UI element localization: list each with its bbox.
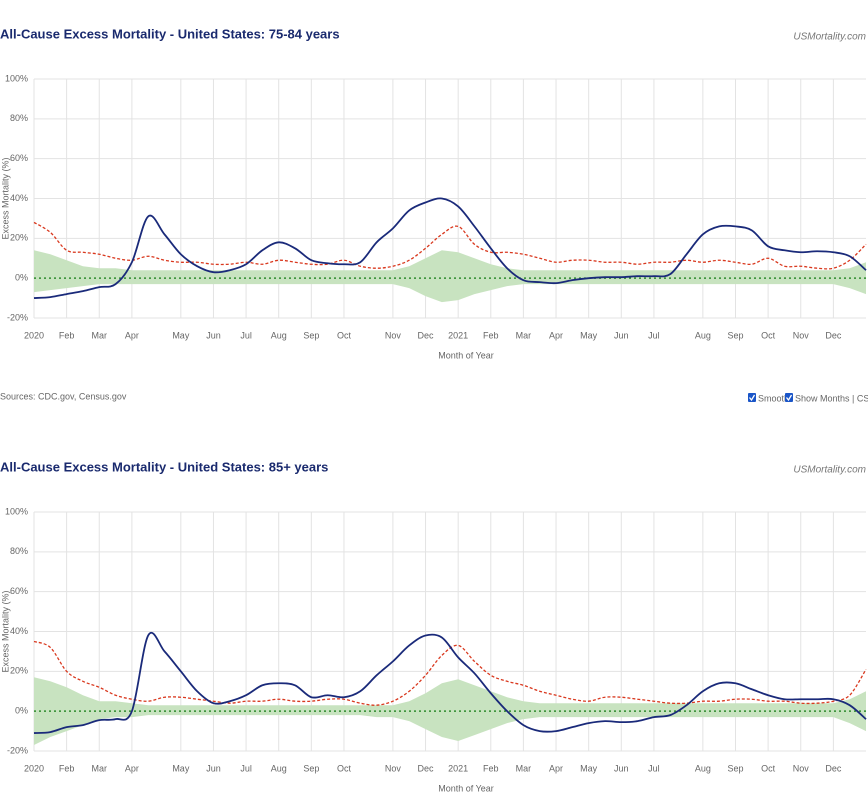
y-tick-label: 60%: [10, 153, 28, 163]
x-axis-label: Month of Year: [438, 783, 494, 793]
x-tick-label: Apr: [125, 763, 139, 773]
x-tick-label: Sep: [303, 330, 319, 340]
credit: USMortality.com: [793, 465, 866, 476]
y-tick-label: -20%: [7, 745, 28, 755]
check: [748, 394, 756, 402]
series-line: [33, 632, 867, 734]
x-tick-label: Apr: [549, 763, 563, 773]
x-tick-label: Mar: [92, 763, 108, 773]
x-tick-label: Oct: [337, 330, 352, 340]
x-tick-label: May: [172, 763, 190, 773]
x-tick-label: Nov: [385, 330, 402, 340]
y-tick-label: 100%: [5, 506, 28, 516]
y-tick-label: 20%: [10, 233, 28, 243]
check: [785, 394, 793, 402]
y-tick-label: 40%: [10, 193, 28, 203]
x-tick-label: Jun: [206, 330, 221, 340]
series-line: [33, 640, 867, 706]
control[interactable]: Show Months | CSV | ▲: [785, 393, 868, 403]
y-tick-label: 80%: [10, 546, 28, 556]
x-tick-label: Sep: [303, 763, 319, 773]
x-tick-label: Oct: [761, 330, 776, 340]
series-line: [33, 197, 867, 299]
x-tick-label: 2020: [24, 330, 44, 340]
y-tick-label: 80%: [10, 113, 28, 123]
x-tick-label: Jul: [240, 763, 252, 773]
x-tick-label: May: [580, 763, 598, 773]
baseline-band: [34, 250, 866, 303]
x-tick-label: Jul: [648, 330, 660, 340]
y-tick-label: 40%: [10, 626, 28, 636]
x-tick-label: Feb: [59, 330, 75, 340]
x-tick-label: Oct: [761, 763, 776, 773]
y-tick-label: 0%: [15, 273, 28, 283]
x-tick-label: Nov: [793, 330, 810, 340]
x-tick-label: 2021: [448, 330, 468, 340]
x-tick-label: Aug: [271, 330, 287, 340]
x-axis-label: Month of Year: [438, 350, 494, 360]
y-axis-label: Excess Mortality (%): [0, 157, 10, 239]
x-tick-label: Dec: [825, 330, 842, 340]
x-tick-label: Aug: [271, 763, 287, 773]
x-tick-label: Oct: [337, 763, 352, 773]
x-tick-label: Feb: [483, 763, 499, 773]
x-tick-label: 2021: [448, 763, 468, 773]
series-line: [33, 221, 867, 270]
x-tick-label: May: [172, 330, 190, 340]
x-tick-label: Nov: [793, 763, 810, 773]
y-tick-label: 0%: [15, 706, 28, 716]
x-tick-label: Feb: [483, 330, 499, 340]
y-tick-label: 20%: [10, 666, 28, 676]
x-tick-label: Mar: [516, 763, 532, 773]
checkbox[interactable]: [785, 393, 793, 402]
x-tick-label: Aug: [695, 763, 711, 773]
x-tick-label: Dec: [418, 330, 435, 340]
chart-title: All-Cause Excess Mortality - United Stat…: [0, 26, 340, 41]
control-label[interactable]: Smooth: [758, 393, 789, 403]
x-tick-label: Feb: [59, 763, 75, 773]
source: Sources: CDC.gov, Census.gov: [0, 391, 127, 401]
y-axis-label: Excess Mortality (%): [0, 590, 10, 672]
y-tick-label: -20%: [7, 312, 28, 322]
x-tick-label: Jul: [240, 330, 252, 340]
x-tick-label: 2020: [24, 763, 44, 773]
x-tick-label: Dec: [418, 763, 435, 773]
y-tick-label: 60%: [10, 586, 28, 596]
control[interactable]: Smooth: [748, 393, 789, 403]
control-label[interactable]: Show Months | CSV | ▲: [795, 393, 868, 403]
x-tick-label: Jun: [614, 763, 629, 773]
x-tick-label: Apr: [125, 330, 139, 340]
x-tick-label: Aug: [695, 330, 711, 340]
x-tick-label: Jun: [206, 763, 221, 773]
y-tick-label: 100%: [5, 73, 28, 83]
x-tick-label: Mar: [92, 330, 108, 340]
x-tick-label: Jun: [614, 330, 629, 340]
credit: USMortality.com: [793, 32, 866, 43]
x-tick-label: Mar: [516, 330, 532, 340]
x-tick-label: Sep: [727, 330, 743, 340]
x-tick-label: May: [580, 330, 598, 340]
x-tick-label: Sep: [727, 763, 743, 773]
x-tick-label: Nov: [385, 763, 402, 773]
x-tick-label: Jul: [648, 763, 660, 773]
chart-title: All-Cause Excess Mortality - United Stat…: [0, 459, 328, 474]
x-tick-label: Apr: [549, 330, 563, 340]
x-tick-label: Dec: [825, 763, 842, 773]
checkbox[interactable]: [748, 393, 756, 402]
